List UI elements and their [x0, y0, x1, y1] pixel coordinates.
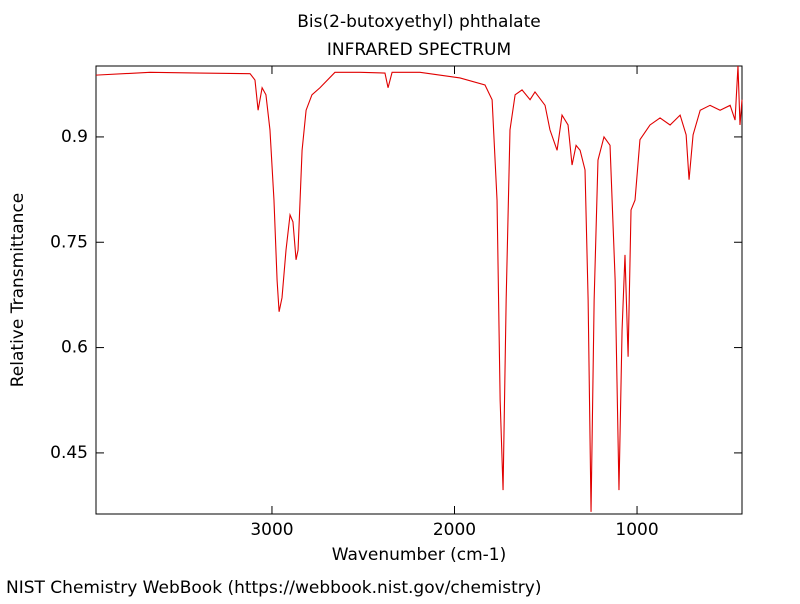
y-tick-label: 0.9: [61, 127, 88, 147]
chart-title: Bis(2-butoxyethyl) phthalate: [297, 12, 540, 32]
chart-subtitle: INFRARED SPECTRUM: [327, 40, 511, 60]
plot-frame: [95, 65, 743, 515]
x-axis-label: Wavenumber (cm-1): [332, 545, 507, 565]
spectrum-line: [95, 65, 743, 512]
x-tick-label: 3000: [250, 520, 293, 540]
x-tick-label: 1000: [615, 520, 658, 540]
y-tick-label: 0.6: [61, 338, 88, 358]
y-tick-label: 0.45: [50, 443, 88, 463]
footer: NIST Chemistry WebBook (https://webbook.…: [6, 578, 541, 598]
y-axis-label: Relative Transmittance: [8, 193, 28, 388]
x-tick-label: 2000: [433, 520, 476, 540]
y-tick-label: 0.75: [50, 232, 88, 252]
